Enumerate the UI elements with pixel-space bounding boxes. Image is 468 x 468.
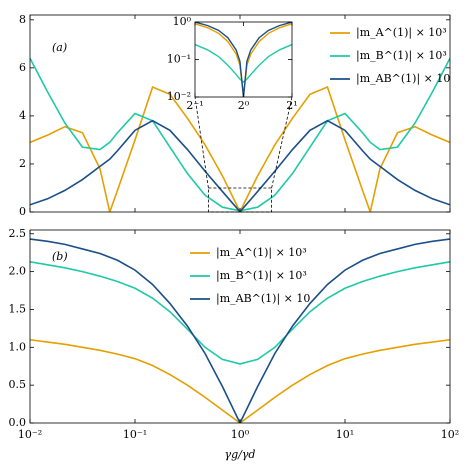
- series-line: [195, 22, 292, 97]
- y-tick-label: 1.5: [9, 302, 27, 315]
- y-tick-label: 4: [19, 109, 26, 122]
- legend-label: |m_AB^(1)| × 10: [216, 292, 310, 306]
- plot-area: [30, 238, 450, 423]
- y-tick-label: 10⁻²: [167, 90, 191, 103]
- legend-label: |m_A^(1)| × 10³: [216, 246, 307, 260]
- plot-area: [195, 22, 292, 97]
- series-line: [30, 238, 450, 423]
- y-tick-label: 0.0: [9, 416, 27, 429]
- series-line: [30, 119, 450, 212]
- y-tick-label: 2.5: [9, 227, 27, 240]
- y-tick-label: 8: [19, 13, 26, 26]
- legend-label: |m_AB^(1)| × 10: [356, 72, 450, 86]
- panel-label: (b): [52, 250, 68, 263]
- zoom-box: [207, 187, 273, 213]
- inset-background: [195, 22, 292, 97]
- y-tick-label: 2.0: [9, 265, 27, 278]
- x-tick-label: 2⁻¹: [186, 99, 203, 112]
- y-tick-label: 10⁰: [173, 15, 192, 28]
- x-tick-label: 10⁰: [231, 428, 250, 441]
- y-tick-label: 1.0: [9, 340, 27, 353]
- x-tick-label: 10¹: [336, 428, 354, 441]
- x-tick-label: 10⁻¹: [123, 428, 147, 441]
- legend-label: |m_A^(1)| × 10³: [356, 26, 447, 40]
- x-tick-label: 10⁻²: [18, 428, 42, 441]
- x-axis-label: γg/γd: [225, 448, 256, 461]
- series-line: [195, 43, 292, 83]
- x-tick-label: 10²: [441, 428, 459, 441]
- x-tick-label: 2¹: [286, 99, 297, 112]
- legend-label: |m_B^(1)| × 10³: [216, 269, 307, 283]
- series-line: [30, 338, 450, 423]
- zoom-connector: [271, 96, 293, 189]
- legend-label: |m_B^(1)| × 10³: [356, 49, 447, 63]
- y-tick-label: 10⁻¹: [167, 53, 191, 66]
- series-line: [195, 23, 292, 97]
- panel-label: (a): [52, 41, 67, 54]
- y-tick-label: 0.5: [9, 378, 27, 391]
- y-tick-label: 2: [19, 157, 26, 170]
- x-tick-label: 2⁰: [238, 99, 250, 112]
- series-line: [30, 261, 450, 365]
- y-tick-label: 0: [19, 205, 26, 218]
- zoom-connector: [194, 96, 209, 189]
- y-tick-label: 6: [19, 61, 26, 74]
